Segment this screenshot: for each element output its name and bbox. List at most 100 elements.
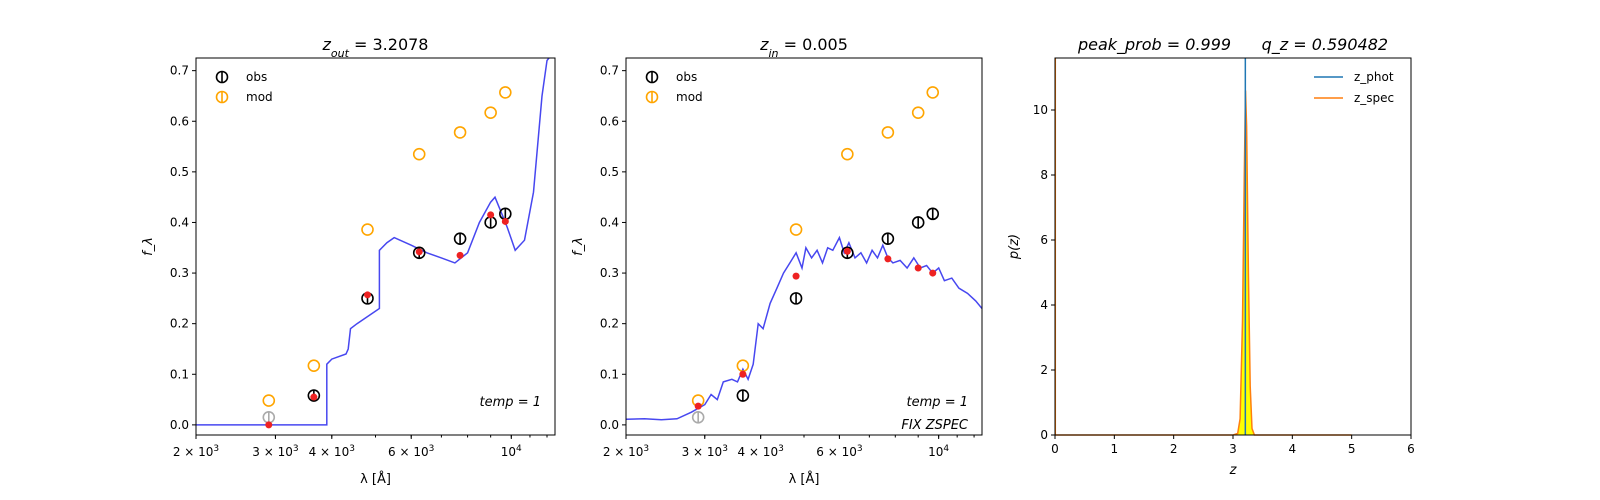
obs-point-2 bbox=[789, 292, 803, 305]
y-tick-label: 0.7 bbox=[170, 64, 189, 78]
mod-point-0 bbox=[262, 394, 276, 407]
y-tick-label: 10 bbox=[1033, 103, 1048, 117]
pz-curve bbox=[1055, 90, 1352, 436]
x-tick-label: 2 × 103 bbox=[603, 444, 649, 459]
obs-point-5 bbox=[911, 216, 925, 229]
x-tick-label: 104 bbox=[501, 444, 522, 459]
sed-panel-zin: 0.0 0.1 0.2 0.3 0.4 0.5 0.6 0.7 2 × 103 3 × 103 4 … bbox=[571, 35, 983, 487]
legend-entry-z_spec: z_spec bbox=[1314, 91, 1394, 105]
x-tick-label: 6 bbox=[1407, 442, 1415, 456]
y-tick-label: 4 bbox=[1040, 298, 1048, 312]
model-flux-point-6 bbox=[501, 217, 509, 225]
model-flux-point-4 bbox=[456, 251, 464, 259]
obs-point-0 bbox=[262, 410, 276, 424]
y-tick-label: 0.2 bbox=[600, 317, 619, 331]
model-flux-point-1 bbox=[739, 370, 747, 378]
x-tick-label: 2 bbox=[1170, 442, 1178, 456]
x-tick-label: 6 × 103 bbox=[388, 444, 434, 459]
legend-label: mod bbox=[246, 90, 273, 104]
legend-entry-z_phot: z_phot bbox=[1314, 70, 1394, 84]
mod-point-6 bbox=[926, 86, 940, 99]
model-flux-point-0 bbox=[265, 421, 273, 429]
sed-panel-zout: 0.0 0.1 0.2 0.3 0.4 0.5 0.6 0.7 2 × 103 3 × 103 4 … bbox=[141, 35, 556, 487]
annotation: temp = 1 bbox=[480, 395, 541, 410]
y-tick-label: 6 bbox=[1040, 233, 1048, 247]
y-tick-label: 0.4 bbox=[170, 215, 189, 229]
y-tick-label: 0.0 bbox=[170, 418, 189, 432]
panel-title: zout = 3.2078 bbox=[322, 35, 429, 60]
model-flux-point-3 bbox=[843, 247, 851, 255]
obs-point-4 bbox=[453, 232, 467, 245]
x-tick-label: 3 × 103 bbox=[682, 444, 728, 459]
x-tick-label: 2 × 103 bbox=[173, 444, 219, 459]
model-flux-point-6 bbox=[929, 269, 937, 277]
sed-curve bbox=[626, 235, 982, 421]
y-tick-label: 0.3 bbox=[170, 266, 189, 280]
mod-point-2 bbox=[789, 223, 803, 236]
model-flux-point-1 bbox=[310, 393, 318, 401]
mod-point-1 bbox=[307, 359, 321, 372]
model-flux-point-4 bbox=[884, 255, 892, 263]
x-tick-label: 1 bbox=[1111, 442, 1119, 456]
panel-title: peak_prob = 0.999 q_z = 0.590482 bbox=[1077, 35, 1388, 55]
y-tick-label: 0.6 bbox=[170, 114, 189, 128]
legend-entry-obs: obs bbox=[645, 70, 697, 84]
model-flux-point-2 bbox=[364, 291, 372, 299]
pz-fill bbox=[1055, 90, 1352, 435]
model-flux-point-2 bbox=[792, 272, 800, 280]
legend-label: z_phot bbox=[1354, 70, 1394, 84]
legend-entry-mod: mod bbox=[645, 90, 703, 104]
y-axis-label: f_λ bbox=[141, 237, 156, 256]
y-tick-label: 0.5 bbox=[600, 165, 619, 179]
x-tick-label: 3 bbox=[1229, 442, 1237, 456]
plot-frame bbox=[1054, 57, 1412, 436]
mod-point-3 bbox=[412, 147, 426, 161]
y-tick-label: 0.1 bbox=[170, 367, 189, 381]
x-tick-label: 4 × 103 bbox=[309, 444, 355, 459]
annotation: temp = 1 bbox=[907, 395, 968, 410]
x-tick-label: 4 × 103 bbox=[737, 444, 783, 459]
obs-point-6 bbox=[926, 207, 940, 221]
mod-point-3 bbox=[841, 147, 854, 161]
x-tick-label: 0 bbox=[1051, 442, 1059, 456]
mod-point-5 bbox=[484, 106, 497, 119]
y-tick-label: 0.6 bbox=[600, 114, 619, 128]
legend-label: z_spec bbox=[1354, 91, 1394, 105]
y-tick-label: 0.1 bbox=[600, 367, 619, 381]
annotation: FIX ZSPEC bbox=[901, 418, 969, 433]
mod-point-4 bbox=[881, 126, 895, 139]
x-tick-label: 104 bbox=[928, 444, 949, 459]
mod-point-2 bbox=[361, 223, 374, 236]
legend-entry-obs: obs bbox=[215, 70, 267, 84]
y-tick-label: 0.0 bbox=[600, 418, 619, 432]
obs-point-1 bbox=[736, 389, 750, 402]
x-tick-label: 5 bbox=[1348, 442, 1356, 456]
sed-curve bbox=[196, 58, 550, 426]
plot-frame bbox=[625, 57, 983, 436]
legend-label: obs bbox=[246, 70, 267, 84]
x-axis-label: z bbox=[1229, 463, 1238, 478]
y-tick-label: 0.5 bbox=[170, 165, 189, 179]
obs-point-4 bbox=[881, 232, 895, 245]
y-tick-label: 8 bbox=[1040, 168, 1048, 182]
model-flux-point-5 bbox=[914, 264, 922, 272]
y-tick-label: 0.2 bbox=[170, 317, 189, 331]
y-tick-label: 0.4 bbox=[600, 215, 619, 229]
model-flux-point-5 bbox=[487, 211, 495, 219]
pz-panel: 0 2 4 6 8 10 0 1 2 3 4 5 6 peak_prob = 0.999 q_z = 0.… bbox=[1007, 35, 1415, 478]
obs-point-5 bbox=[484, 216, 497, 229]
obs-point-0 bbox=[691, 410, 705, 424]
y-tick-label: 2 bbox=[1040, 363, 1048, 377]
y-axis-label: f_λ bbox=[571, 237, 586, 256]
y-tick-label: 0.7 bbox=[600, 64, 619, 78]
y-axis-label: p(z) bbox=[1007, 234, 1022, 260]
x-axis-label: λ [Å] bbox=[789, 471, 820, 487]
mod-point-5 bbox=[911, 106, 925, 119]
legend-label: mod bbox=[676, 90, 703, 104]
mod-point-6 bbox=[499, 86, 512, 99]
x-tick-label: 4 bbox=[1289, 442, 1297, 456]
legend-label: obs bbox=[676, 70, 697, 84]
x-tick-label: 3 × 103 bbox=[252, 444, 298, 459]
model-flux-point-0 bbox=[694, 402, 702, 410]
